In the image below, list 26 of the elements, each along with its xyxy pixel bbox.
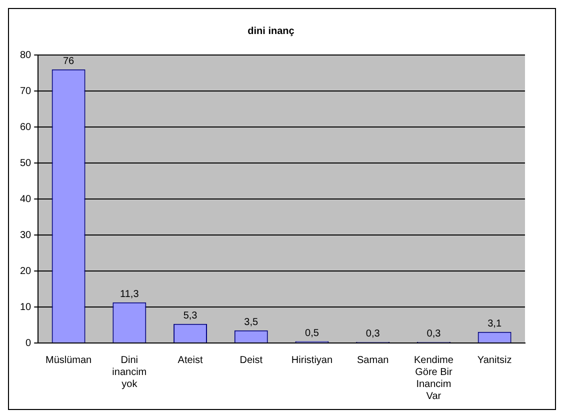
y-tick-label: 20 xyxy=(20,266,32,277)
chart-title: dini inanç xyxy=(248,26,295,37)
y-tick-label: 70 xyxy=(20,86,32,97)
data-label: 0,3 xyxy=(366,328,380,340)
data-label: 76 xyxy=(62,56,75,68)
data-label: 3,1 xyxy=(488,318,502,330)
data-label: 5,3 xyxy=(183,310,198,322)
x-tick-label: Kendime Göre Bir Inancim Var xyxy=(414,354,454,402)
x-tick-label: Saman xyxy=(357,354,389,366)
y-tick-label: 0 xyxy=(26,338,32,349)
x-tick-label: Yanitsiz xyxy=(477,354,512,366)
x-tick-label: Dini inancim yok xyxy=(112,354,147,390)
x-tick-label: Deist xyxy=(240,354,263,366)
data-label: 3,5 xyxy=(244,317,259,328)
y-tick-label: 10 xyxy=(20,302,32,313)
y-tick-label: 80 xyxy=(20,50,32,61)
y-tick-label: 60 xyxy=(20,122,32,133)
data-label: 0,3 xyxy=(426,328,442,340)
x-tick-label: Müslüman xyxy=(45,354,92,366)
y-tick-label: 30 xyxy=(20,230,32,241)
y-tick-label: 50 xyxy=(20,158,32,169)
data-label: 11,3 xyxy=(120,289,140,300)
y-tick-label: 40 xyxy=(20,194,32,205)
data-label: 0,5 xyxy=(305,328,320,339)
x-tick-label: Ateist xyxy=(178,354,203,366)
x-tick-label: Hiristiyan xyxy=(291,354,333,366)
